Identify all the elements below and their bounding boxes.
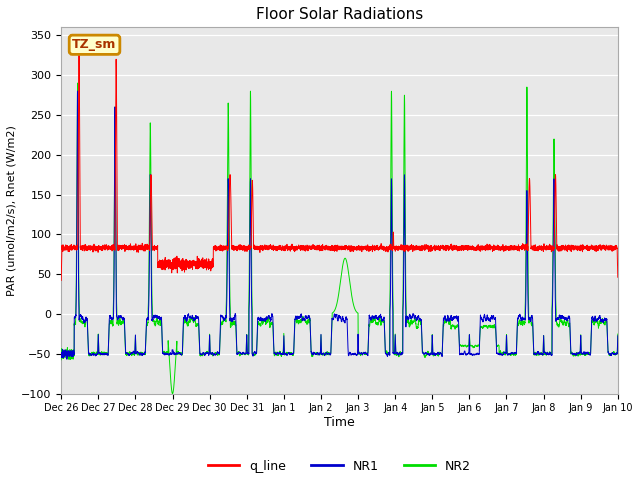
q_line: [321, 243, 328, 249]
NR2: [58, 357, 65, 362]
NR1: [591, 316, 598, 322]
q_line: [58, 277, 65, 283]
NR2: [169, 391, 177, 396]
Line: NR1: NR1: [61, 91, 618, 359]
NR2: [321, 351, 328, 357]
NR1: [321, 352, 328, 358]
Line: NR2: NR2: [61, 83, 618, 394]
q_line: [75, 52, 83, 58]
Y-axis label: PAR (umol/m2/s), Rnet (W/m2): PAR (umol/m2/s), Rnet (W/m2): [7, 125, 17, 296]
NR1: [465, 351, 472, 357]
Legend: q_line, NR1, NR2: q_line, NR1, NR2: [203, 455, 476, 478]
q_line: [480, 245, 488, 251]
NR2: [591, 320, 598, 326]
NR1: [480, 314, 488, 320]
Text: TZ_sm: TZ_sm: [72, 38, 116, 51]
q_line: [464, 245, 472, 251]
NR2: [246, 88, 254, 94]
q_line: [591, 244, 598, 250]
Title: Floor Solar Radiations: Floor Solar Radiations: [256, 7, 423, 22]
NR1: [246, 176, 254, 181]
Line: q_line: q_line: [61, 55, 618, 280]
NR1: [63, 356, 71, 362]
q_line: [584, 247, 591, 253]
NR2: [480, 323, 488, 329]
q_line: [614, 275, 621, 280]
NR1: [584, 349, 591, 355]
NR1: [58, 355, 65, 360]
X-axis label: Time: Time: [324, 416, 355, 429]
NR2: [584, 351, 591, 357]
NR2: [465, 342, 472, 348]
NR1: [614, 333, 621, 339]
NR1: [74, 88, 81, 94]
NR2: [614, 331, 621, 337]
q_line: [246, 245, 254, 251]
NR2: [74, 80, 81, 86]
